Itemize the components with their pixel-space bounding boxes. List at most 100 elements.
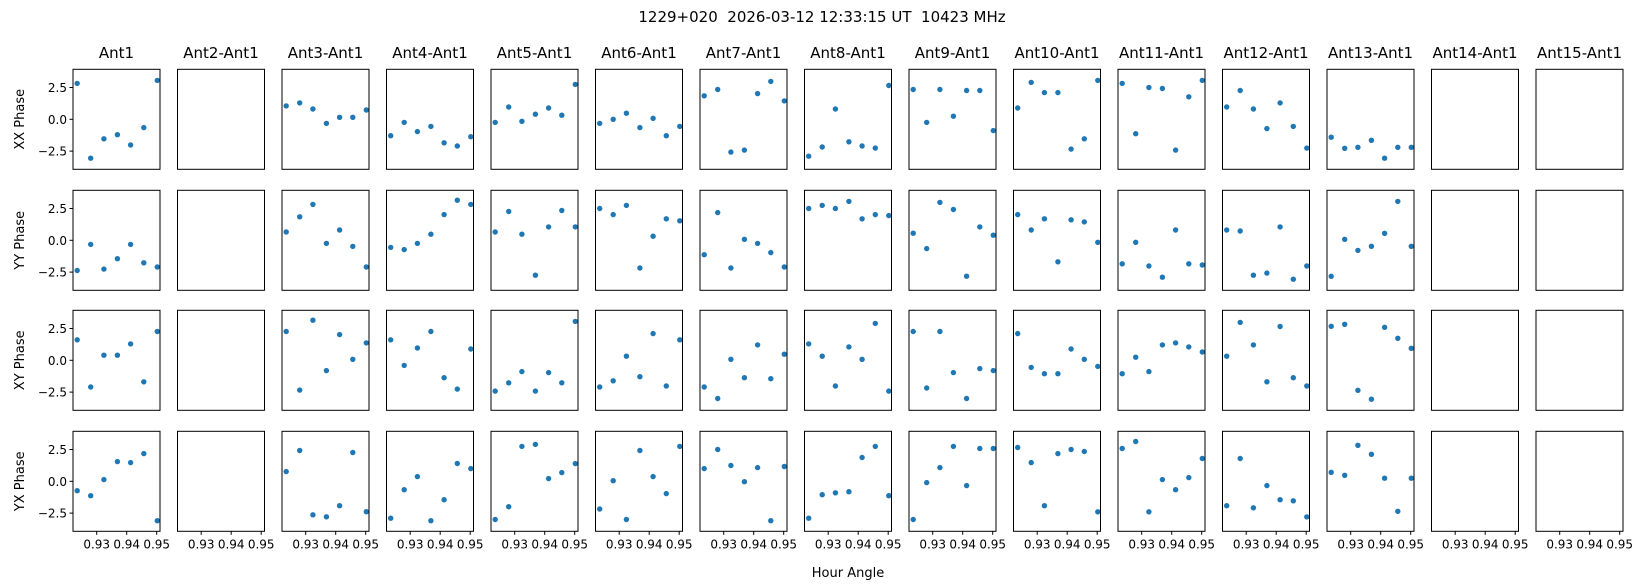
- x-tick-label: 0.95: [1606, 537, 1633, 551]
- x-tick-label: 0.94: [949, 537, 976, 551]
- x-tick-label: 0.95: [143, 537, 170, 551]
- panel-frame: [1117, 189, 1206, 291]
- data-point: [363, 509, 369, 515]
- data-point: [101, 266, 107, 272]
- data-point: [846, 139, 852, 145]
- data-point: [401, 487, 407, 493]
- y-tick-label: 0.0: [48, 475, 67, 489]
- data-point: [859, 454, 865, 461]
- data-point: [1237, 319, 1243, 326]
- data-point: [545, 369, 552, 376]
- data-point: [1199, 455, 1206, 462]
- data-point: [1368, 451, 1375, 457]
- data-point: [545, 475, 552, 482]
- x-tick-label: 0.94: [1472, 537, 1499, 551]
- data-point: [336, 227, 343, 233]
- data-point: [154, 518, 160, 524]
- data-point: [886, 493, 892, 499]
- data-point: [545, 224, 552, 230]
- panel-frame: [386, 68, 474, 170]
- data-point: [310, 512, 316, 518]
- data-point: [1133, 239, 1139, 245]
- data-point: [872, 443, 878, 450]
- data-point: [492, 229, 498, 235]
- x-tick-label: 0.93: [1442, 537, 1469, 551]
- data-point: [610, 378, 616, 384]
- data-point: [1172, 227, 1179, 233]
- data-point: [388, 337, 394, 343]
- data-point: [559, 112, 565, 118]
- data-point: [572, 460, 578, 467]
- data-point: [950, 369, 957, 376]
- panel-frame: [1013, 430, 1101, 532]
- x-tick-label: 0.93: [83, 537, 110, 551]
- data-point: [127, 241, 134, 248]
- data-point: [454, 460, 460, 467]
- data-point: [101, 352, 107, 358]
- data-point: [1381, 475, 1388, 481]
- x-tick-label: 0.93: [1337, 537, 1364, 551]
- data-point: [468, 465, 474, 472]
- data-point: [1290, 375, 1297, 381]
- data-point: [1408, 243, 1415, 249]
- panel-frame: [490, 430, 579, 532]
- data-point: [428, 328, 434, 335]
- x-tick-label: 0.94: [113, 537, 140, 551]
- row-ylabel: XX Phase: [13, 89, 28, 150]
- data-point: [428, 518, 434, 524]
- data-point: [859, 143, 865, 149]
- data-point: [454, 143, 460, 149]
- data-point: [963, 395, 970, 402]
- y-tick-label: 0.0: [48, 113, 67, 127]
- data-point: [545, 105, 552, 111]
- data-point: [572, 224, 578, 230]
- x-tick-label: 0.93: [501, 537, 528, 551]
- data-point: [1055, 259, 1061, 265]
- x-tick-label: 0.93: [815, 537, 842, 551]
- data-point: [1237, 87, 1243, 94]
- x-tick-label: 0.95: [666, 537, 693, 551]
- data-point: [1015, 330, 1021, 337]
- data-point: [492, 516, 498, 523]
- x-tick-label: 0.95: [561, 537, 588, 551]
- data-point: [701, 93, 707, 99]
- data-point: [701, 384, 707, 390]
- data-point: [1250, 106, 1257, 112]
- data-point: [910, 328, 916, 335]
- data-point: [88, 155, 94, 161]
- data-point: [623, 202, 630, 209]
- data-point: [1133, 354, 1139, 360]
- data-point: [677, 123, 683, 130]
- x-tick-label: 0.94: [218, 537, 245, 551]
- data-point: [924, 245, 930, 252]
- data-point: [1381, 230, 1388, 236]
- data-point: [1395, 198, 1401, 205]
- data-point: [1250, 272, 1257, 278]
- column-title: Ant5-Ant1: [497, 44, 572, 62]
- data-point: [819, 202, 825, 209]
- data-point: [1133, 438, 1139, 445]
- column-title: Ant13-Ant1: [1328, 44, 1413, 62]
- data-point: [519, 443, 525, 450]
- data-point: [1342, 236, 1348, 242]
- data-point: [1395, 508, 1401, 514]
- data-point: [454, 197, 460, 203]
- data-point: [1277, 497, 1283, 503]
- data-point: [924, 119, 930, 126]
- data-point: [1146, 84, 1152, 91]
- data-point: [1381, 155, 1388, 161]
- x-tick-label: 0.93: [919, 537, 946, 551]
- data-point: [872, 320, 878, 327]
- data-point: [701, 252, 707, 258]
- x-tick-label: 0.95: [979, 537, 1006, 551]
- data-point: [74, 488, 80, 494]
- data-point: [963, 482, 970, 489]
- data-point: [350, 449, 356, 456]
- data-point: [754, 464, 761, 471]
- data-point: [74, 80, 80, 87]
- data-point: [1224, 227, 1230, 233]
- data-point: [1095, 363, 1101, 370]
- panel-frame: [177, 430, 265, 532]
- data-point: [1277, 323, 1283, 330]
- data-point: [623, 110, 630, 116]
